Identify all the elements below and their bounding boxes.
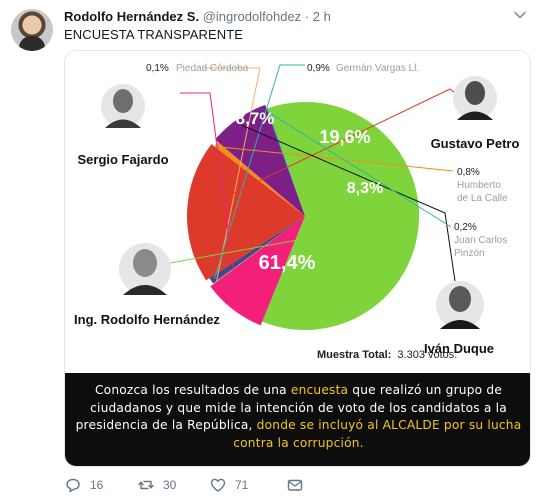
candidate-name-rodolfo: Ing. Rodolfo Hernández (74, 312, 220, 327)
label-vargas-pct: 0,9% (307, 63, 330, 74)
pie-slice-piedad-c-rdoba (213, 216, 305, 285)
timestamp[interactable]: 2 h (312, 9, 331, 24)
sample-label: Muestra Total: (317, 349, 391, 361)
sample-value: 3.303 votos. (397, 349, 457, 361)
like-count: 71 (235, 478, 249, 492)
leader-line (203, 67, 261, 282)
portrait-duque (436, 281, 484, 329)
candidate-name-fajardo: Sergio Fajardo (77, 152, 168, 167)
banner-highlight-1: encuesta (290, 383, 349, 397)
label-piedad-pct: 0,1% (146, 63, 169, 74)
retweet-icon (138, 480, 154, 490)
portrait-fajardo (101, 84, 145, 128)
pie-slice-iv-n-duque (215, 104, 305, 216)
candidate-name-duque: Iván Duque (424, 341, 494, 356)
tweet-image[interactable]: 61,4% 8,7% 19,6% 8,3% 0,1% Piedad Córdob… (64, 50, 531, 467)
dm-button[interactable] (286, 476, 304, 494)
sample-size: Muestra Total: 3.303 votos. (317, 349, 457, 361)
banner-text: Conozca los resultados de una encuesta q… (75, 383, 522, 450)
display-name[interactable]: Rodolfo Hernández S. (64, 9, 200, 24)
label-pinzon-line1: Juan Carlos (454, 235, 507, 246)
info-banner: Conozca los resultados de una encuesta q… (65, 373, 530, 466)
label-vargas-name: Germán Vargas Ll. (336, 63, 419, 74)
slice-label-rodolfo: 61,4% (259, 252, 316, 274)
pie-slice-juan-carlos-pinz-n (266, 108, 305, 216)
leader-line (169, 218, 416, 264)
leader-lines (169, 64, 466, 304)
pie-slice-ing-rodolfo-hern-ndez (262, 102, 419, 330)
envelope-icon (287, 479, 303, 491)
slice-label-fajardo: 8,7% (236, 109, 275, 128)
pie-slice-humberto-de-la-calle (214, 142, 305, 216)
pie-slices (187, 102, 419, 330)
leader-line (242, 125, 456, 282)
leader-line (180, 92, 239, 304)
slice-label-petro: 19,6% (319, 127, 370, 147)
tweet-header: Rodolfo Hernández S. @ingrodolfohdez · 2… (64, 9, 331, 24)
tweet-actions: 16 30 71 (64, 476, 364, 496)
pie-chart: 61,4% 8,7% 19,6% 8,3% 0,1% Piedad Córdob… (74, 63, 520, 361)
label-humberto-line2: de La Calle (457, 193, 508, 204)
separator-dot: · (304, 9, 310, 24)
banner-highlight-2: donde se incluyó al ALCALDE por su lucha… (233, 418, 522, 450)
leader-line (268, 111, 452, 228)
user-handle[interactable]: @ingrodolfohdez (202, 9, 302, 24)
reply-count: 16 (90, 478, 104, 492)
label-pinzon-pct: 0,2% (454, 222, 477, 233)
heart-icon (210, 478, 226, 492)
leader-line (219, 146, 454, 172)
chevron-down-icon[interactable] (513, 8, 527, 22)
portrait-rodolfo (119, 243, 171, 295)
retweet-count: 30 (163, 478, 177, 492)
reply-icon (66, 478, 80, 493)
retweet-button[interactable]: 30 (137, 476, 176, 494)
like-button[interactable]: 71 (209, 476, 248, 494)
label-pinzon-line2: Pinzón (454, 248, 485, 259)
tweet-text: ENCUESTA TRANSPARENTE (64, 27, 244, 42)
portrait-petro (453, 76, 497, 120)
candidate-name-petro: Gustavo Petro (431, 136, 520, 151)
reply-button[interactable]: 16 (64, 476, 103, 494)
label-humberto-line1: Humberto (457, 180, 501, 191)
slice-label-duque: 8,3% (347, 180, 383, 197)
leader-line (214, 64, 305, 279)
avatar[interactable] (11, 9, 53, 51)
label-humberto-pct: 0,8% (457, 167, 480, 178)
pie-slice-gustavo-petro (187, 144, 305, 281)
label-piedad-name: Piedad Córdoba (176, 63, 249, 74)
